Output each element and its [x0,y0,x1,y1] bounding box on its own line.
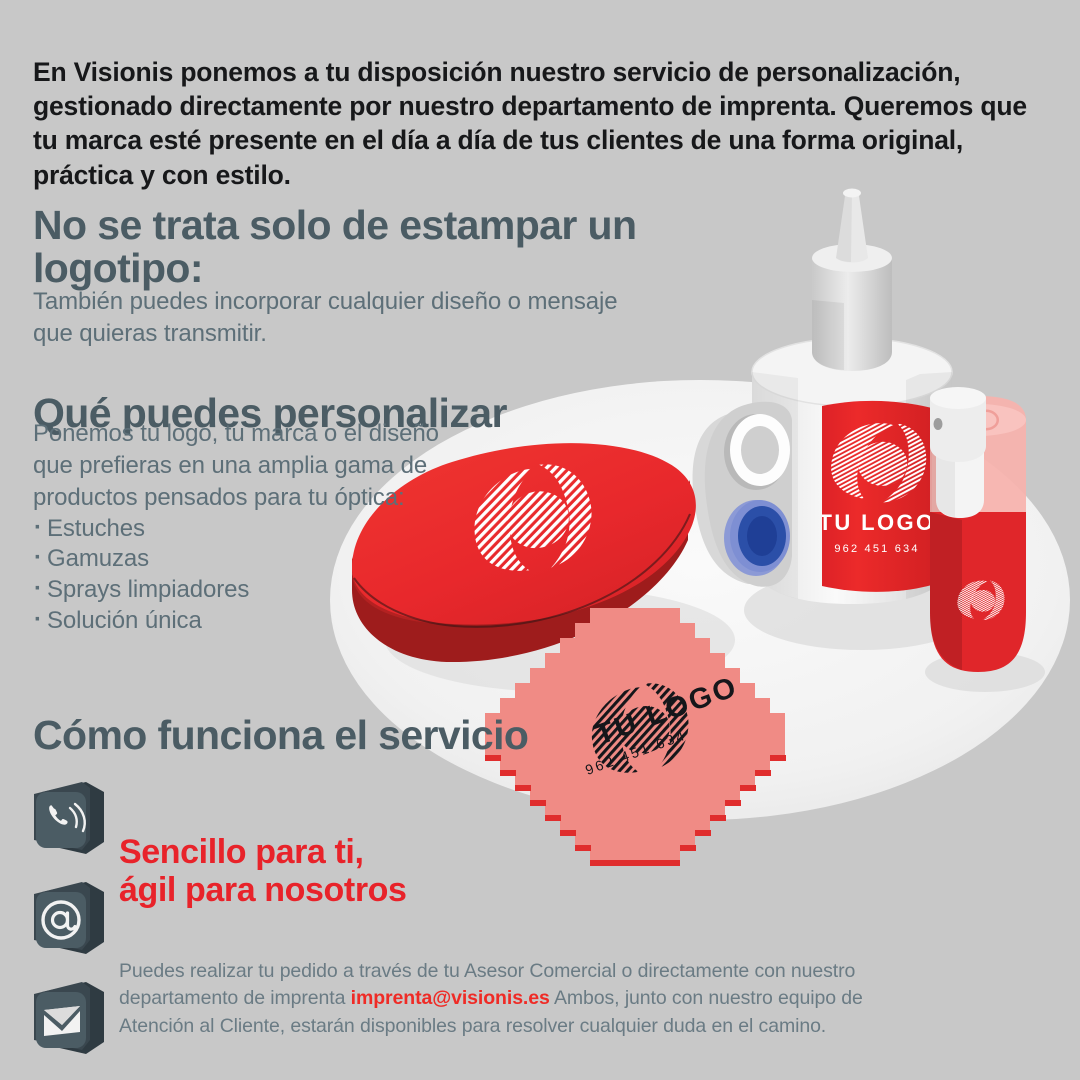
section-body-no-se-trata: También puedes incorporar cualquier dise… [33,288,618,347]
lens-case [692,401,792,587]
footer-text-part2: Ambos, junto con nuestro equipo de Atenc… [119,987,863,1037]
bottle-phone-text: 962 451 634 [834,543,919,555]
section-heading-que-puedes-personalizar: Qué puedes personalizar [33,390,507,437]
personalizar-intro-text: Ponemos tu logo, tu marca o el diseño qu… [33,420,439,511]
at-sign-icon[interactable] [30,878,108,964]
section-heading-no-se-trata: No se trata solo de estampar un logotipo… [33,202,637,292]
phone-icon[interactable] [30,778,108,864]
footer-paragraph: Puedes realizar tu pedido a través de tu… [119,958,879,1041]
slogan-line-2: ágil para nosotros [119,871,407,910]
bullet-gamuzas: Gamuzas [33,543,453,575]
section-heading-como-funciona: Cómo funciona el servicio [33,712,529,759]
imprenta-email-link[interactable]: imprenta@visionis.es [350,987,550,1010]
spray-bottle [930,387,1026,672]
contact-icon-stack [30,778,108,1078]
slogan-line-1: Sencillo para ti, [119,833,364,871]
bottle-logo-text: TU LOGO [818,510,935,535]
footer-text-part1: Puedes realizar tu pedido a través de tu… [119,959,856,1010]
intro-paragraph: En Visionis ponemos a tu disposición nue… [33,56,1027,190]
bullet-estuches: Estuches [33,513,453,545]
slogan: Sencillo para ti, ágil para nosotros [119,833,539,909]
bullet-solucion-unica: Solución única [33,605,453,637]
section-body-que-puedes-personalizar: Ponemos tu logo, tu marca o el diseño qu… [33,418,453,637]
product-bullet-list: Estuches Gamuzas Sprays limpiadores Solu… [33,513,453,637]
envelope-icon[interactable] [30,978,108,1064]
bullet-sprays-limpiadores: Sprays limpiadores [33,574,453,606]
